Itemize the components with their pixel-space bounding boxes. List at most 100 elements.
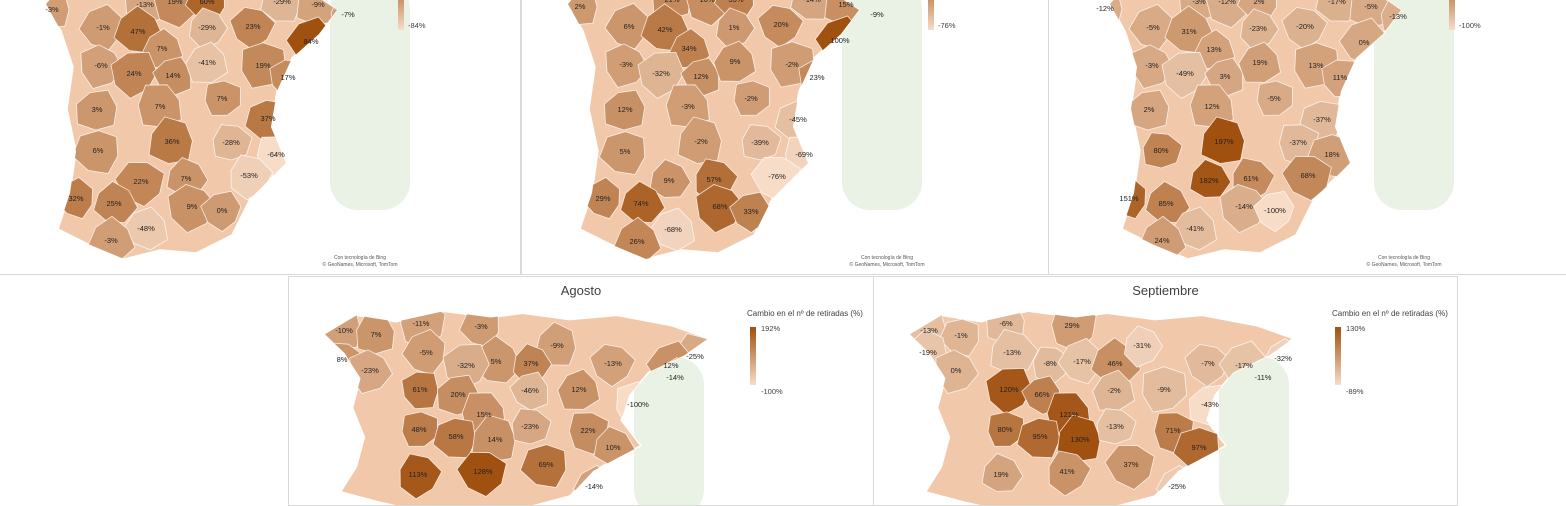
province-value-label: 23%: [245, 22, 260, 31]
province-value-label: 7%: [155, 102, 166, 111]
province-value-label: 17%: [280, 73, 295, 82]
legend-min-label: -100%: [1459, 21, 1481, 30]
province-value-label: 66%: [1034, 390, 1049, 399]
province-value-label: -3%: [474, 322, 488, 331]
province-region: [330, 0, 337, 38]
province-value-label: -19%: [919, 348, 937, 357]
province-value-label: 95%: [1032, 432, 1047, 441]
legend-min-label: -84%: [408, 21, 426, 30]
province-value-label: -14%: [585, 482, 603, 491]
province-value-label: 8%: [337, 355, 348, 364]
province-value-label: 36%: [164, 137, 179, 146]
province-value-label: -7%: [1201, 359, 1215, 368]
province-value-label: 68%: [712, 202, 727, 211]
province-value-label: -14%: [803, 0, 821, 4]
province-region: [1171, 206, 1217, 251]
province-region: [665, 84, 710, 128]
province-value-label: 151%: [1119, 194, 1139, 203]
province-value-label: 12%: [693, 72, 708, 81]
province-value-label: -2%: [785, 60, 799, 69]
province-value-label: -6%: [94, 61, 108, 70]
province-value-label: 33%: [743, 207, 758, 216]
sea-watermark: [1374, 0, 1454, 210]
province-value-label: 41%: [1059, 467, 1074, 476]
province-value-label: 25%: [106, 199, 121, 208]
province-value-label: -3%: [681, 102, 695, 111]
province-value-label: -39%: [751, 138, 769, 147]
province-value-label: 84%: [303, 37, 318, 46]
province-value-label: 130%: [1070, 435, 1090, 444]
province-value-label: 0%: [1359, 38, 1370, 47]
province-value-label: 97%: [1191, 443, 1206, 452]
province-value-label: -3%: [1192, 0, 1206, 6]
province-region: [598, 131, 646, 175]
province-value-label: 7%: [217, 94, 228, 103]
province-value-label: -10%: [335, 326, 353, 335]
province-value-label: 48%: [411, 425, 426, 434]
legend-max-label: 192%: [761, 324, 781, 333]
province-value-label: 15%: [838, 0, 853, 9]
map-credit: Con tecnología de Bing © GeoNames, Micros…: [1366, 255, 1442, 268]
province-region: [148, 116, 193, 164]
legend-max-label: 130%: [1346, 324, 1366, 333]
province-value-label: -1%: [954, 331, 968, 340]
province-value-label: 58%: [448, 432, 463, 441]
province-region: [1048, 450, 1092, 497]
province-value-label: 71%: [1165, 426, 1180, 435]
sea-watermark: [330, 0, 410, 210]
province-value-label: 5%: [491, 357, 502, 366]
map-panel-top-middle: 2% 21% 16% 35% -14% 15% -9% 6% 42% 1% 20% 100% 34% -3…: [521, 0, 1049, 275]
province-region: [1128, 89, 1170, 131]
province-value-label: 14%: [487, 435, 502, 444]
province-value-label: -68%: [664, 225, 682, 234]
province-region: [715, 7, 756, 50]
province-region: [990, 329, 1039, 374]
province-value-label: 10%: [605, 443, 620, 452]
province-value-label: 12%: [571, 385, 586, 394]
province-region: [1281, 155, 1332, 201]
province-region: [1096, 408, 1137, 445]
province-value-label: 20%: [450, 390, 465, 399]
province-region: [1238, 41, 1282, 83]
province-value-label: 7%: [157, 44, 168, 53]
province-value-label: -20%: [1296, 22, 1314, 31]
province-value-label: -13%: [136, 0, 154, 9]
province-value-label: -48%: [137, 224, 155, 233]
province-value-label: 19%: [993, 470, 1008, 479]
province-value-label: -69%: [795, 150, 813, 159]
province-value-label: 0%: [217, 206, 228, 215]
province-region: [757, 4, 804, 49]
province-region: [137, 84, 182, 128]
province-value-label: -17%: [1235, 361, 1253, 370]
province-value-label: 32%: [68, 194, 83, 203]
map-panel-top-left: -3% -13% 19% 60% -29% -9% -7% -1% 47% -29% 23% 84% 7…: [0, 0, 521, 275]
province-value-label: -9%: [311, 0, 325, 9]
province-value-label: -7%: [341, 10, 355, 19]
province-value-label: -2%: [744, 94, 758, 103]
map-title: Agosto: [560, 283, 602, 298]
province-value-label: -31%: [1133, 341, 1151, 350]
province-region: [1142, 366, 1188, 413]
province-value-label: -13%: [1003, 348, 1021, 357]
province-value-label: -11%: [1255, 373, 1272, 382]
province-value-label: -12%: [1096, 4, 1114, 13]
province-value-label: -9%: [550, 341, 564, 350]
province-region: [1142, 132, 1183, 169]
province-region: [604, 89, 646, 131]
legend-min-label: -100%: [761, 387, 783, 396]
map-title: Septiembre: [1132, 283, 1199, 298]
province-value-label: 57%: [706, 175, 721, 184]
province-value-label: -23%: [521, 422, 539, 431]
province-value-label: 24%: [1154, 236, 1169, 245]
province-value-label: 74%: [633, 199, 648, 208]
province-value-label: 34%: [681, 44, 696, 53]
province-value-label: 37%: [260, 114, 275, 123]
province-value-label: 68%: [1300, 171, 1315, 180]
province-value-label: 31%: [1181, 27, 1196, 36]
province-value-label: -23%: [361, 366, 379, 375]
province-value-label: -25%: [686, 352, 704, 361]
province-value-label: -13%: [604, 359, 622, 368]
province-value-label: -3%: [104, 236, 118, 245]
province-value-label: 24%: [126, 69, 141, 78]
province-region: [401, 328, 446, 376]
